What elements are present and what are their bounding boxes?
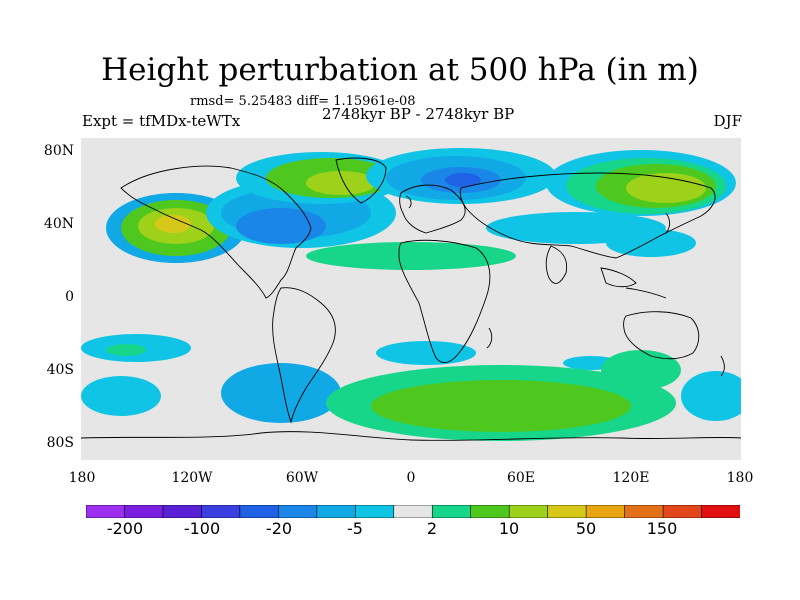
colorbar-swatch bbox=[124, 505, 164, 518]
colorbar bbox=[86, 505, 740, 518]
lat-label-80S: 80S bbox=[46, 435, 74, 451]
colorbar-swatch bbox=[86, 505, 126, 518]
map-title: Height perturbation at 500 hPa (in m) bbox=[101, 52, 699, 88]
lat-label-0: 0 bbox=[65, 289, 74, 305]
colorbar-swatch bbox=[470, 505, 510, 518]
lon-label-120W: 120W bbox=[171, 470, 213, 486]
season-label: DJF bbox=[713, 112, 742, 130]
colorbar-swatch bbox=[162, 505, 203, 518]
period-text: 2748kyr BP - 2748kyr BP bbox=[322, 105, 515, 123]
colorbar-swatch bbox=[508, 505, 549, 518]
colorbar-swatch bbox=[316, 505, 357, 518]
contour-fills bbox=[81, 148, 741, 441]
lat-label-40S: 40S bbox=[46, 362, 74, 378]
colorbar-label: -200 bbox=[106, 519, 144, 538]
colorbar-swatch bbox=[393, 505, 434, 518]
colorbar-swatch bbox=[624, 505, 664, 518]
colorbar-swatch bbox=[201, 505, 241, 518]
colorbar-swatch bbox=[547, 505, 587, 518]
colorbar-label: 50 bbox=[575, 519, 597, 538]
colorbar-swatch bbox=[431, 505, 472, 518]
stats-text: rmsd= 5.25483 diff= 1.15961e-08 bbox=[190, 94, 416, 109]
colorbar-label: 10 bbox=[498, 519, 520, 538]
lat-label-40N: 40N bbox=[43, 216, 74, 232]
lon-label-120E: 120E bbox=[612, 470, 650, 486]
lon-label-180e: 180 bbox=[726, 470, 754, 486]
lon-label-180w: 180 bbox=[68, 470, 96, 486]
colorbar-swatch bbox=[585, 505, 626, 518]
colorbar-swatch bbox=[354, 505, 395, 518]
colorbar-swatch bbox=[701, 505, 740, 518]
colorbar-swatch bbox=[278, 505, 318, 518]
colorbar-swatch bbox=[239, 505, 280, 518]
lon-label-60E: 60E bbox=[506, 470, 536, 486]
colorbar-label: -5 bbox=[347, 519, 363, 538]
colorbar-swatch bbox=[662, 505, 703, 518]
colorbar-label: -20 bbox=[265, 519, 293, 538]
lon-label-60W: 60W bbox=[285, 470, 319, 486]
coastlines bbox=[81, 157, 741, 441]
lat-label-80N: 80N bbox=[43, 143, 74, 159]
lon-label-0: 0 bbox=[406, 470, 416, 486]
experiment-label: Expt = tfMDx-teWTx bbox=[82, 112, 241, 130]
map-panel bbox=[81, 138, 741, 460]
colorbar-label: 150 bbox=[646, 519, 678, 538]
colorbar-label: 2 bbox=[426, 519, 438, 538]
colorbar-label: -100 bbox=[183, 519, 221, 538]
